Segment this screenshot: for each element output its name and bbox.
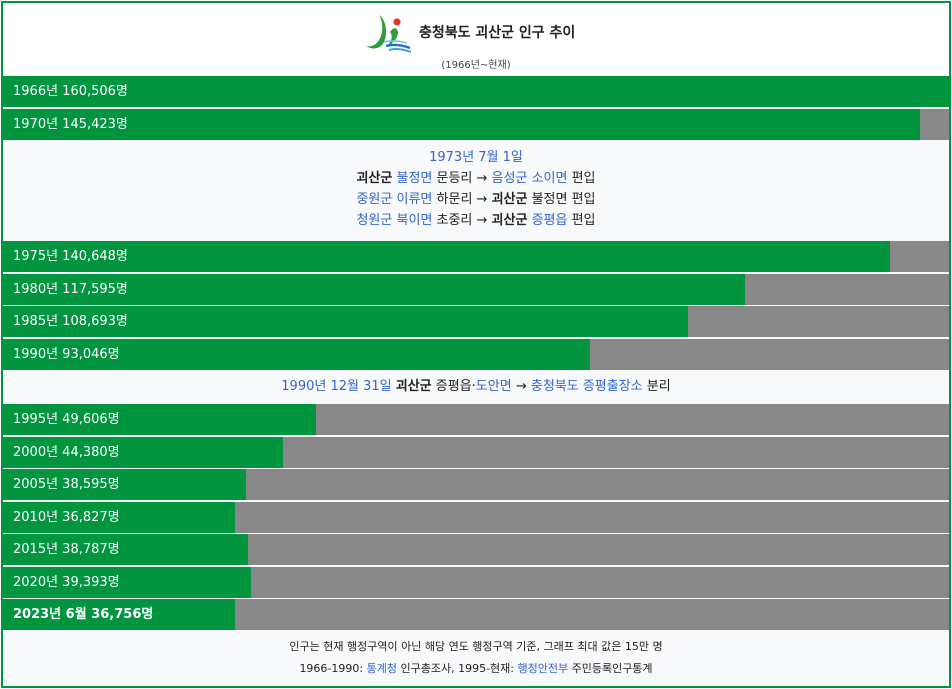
text-run: 초중리 → (432, 213, 492, 228)
population-row: 1985년 108,693명 (3, 306, 949, 337)
wiki-link[interactable]: 중원군 (356, 192, 393, 207)
wiki-link[interactable]: 통계청 (366, 662, 397, 675)
text-run: 1966-1990: (299, 662, 367, 675)
population-row: 2023년 6월 36,756명 (3, 599, 949, 630)
chart-subtitle: (1966년~현재) (441, 60, 511, 71)
text-run: 주민등록인구통계 (568, 662, 653, 675)
emphasis-text: 괴산군 (356, 171, 393, 186)
text-run: 문등리 → (432, 171, 492, 186)
population-row: 1975년 140,648명 (3, 241, 949, 272)
text-run: 편입 (567, 171, 596, 186)
population-bar (3, 274, 745, 305)
goesan-logo-icon (366, 15, 412, 53)
population-label: 1985년 108,693명 (13, 314, 128, 329)
population-bar (3, 241, 891, 272)
population-row: 1966년 160,506명 (3, 76, 949, 107)
chart-footer: 인구는 현재 행정구역이 아닌 해당 연도 행정구역 기준, 그래프 최대 값은… (3, 631, 949, 686)
population-bar (3, 567, 252, 598)
wiki-link[interactable]: 12월 31일 (330, 379, 392, 394)
emphasis-text: 괴산군 (395, 379, 432, 394)
note-1990-boundary-change: 1990년 12월 31일 괴산군 증평읍·도안면 → 충청북도 증평출장소 분… (3, 370, 949, 403)
population-label: 1980년 117,595명 (13, 282, 128, 297)
wiki-link[interactable]: 증평출장소 (582, 379, 643, 394)
population-bar (3, 437, 283, 468)
text-run: 하문리 → (432, 192, 492, 207)
wiki-link[interactable]: 증평읍 (531, 213, 568, 228)
text-run: 증평읍· (431, 379, 476, 394)
population-bar (3, 502, 236, 533)
population-row: 2005년 38,595명 (3, 469, 949, 500)
note-1973-boundary-change: 1973년 7월 1일 괴산군 불정면 문등리 → 음성군 소이면 편입 중원군… (3, 143, 949, 240)
note-1973-line: 중원군 이류면 하문리 → 괴산군 불정면 편입 (3, 189, 949, 210)
footer-sources: 1966-1990: 통계청 인구총조사, 1995-현재: 행정안전부 주민등… (3, 658, 949, 680)
footer-note: 인구는 현재 행정구역이 아닌 해당 연도 행정구역 기준, 그래프 최대 값은… (289, 640, 663, 653)
population-label: 1966년 160,506명 (13, 84, 128, 99)
population-row: 2015년 38,787명 (3, 534, 949, 565)
wiki-link[interactable]: 청원군 (356, 213, 393, 228)
text-run: 분리 (642, 379, 671, 394)
population-row: 2020년 39,393명 (3, 567, 949, 598)
population-row: 2010년 36,827명 (3, 502, 949, 533)
note-1990-line: 1990년 12월 31일 괴산군 증평읍·도안면 → 충청북도 증평출장소 분… (3, 370, 949, 403)
population-bar (3, 404, 316, 435)
wiki-link[interactable]: 1990년 (281, 379, 327, 394)
wiki-link[interactable]: 음성군 (491, 171, 528, 186)
wiki-link[interactable]: 불정면 (396, 171, 433, 186)
population-bar (3, 469, 247, 500)
population-label: 2020년 39,393명 (13, 575, 120, 590)
population-bar (3, 76, 949, 107)
population-bar (3, 306, 689, 337)
emphasis-text: 괴산군 (491, 192, 528, 207)
wiki-link[interactable]: 이류면 (396, 192, 433, 207)
note-1973-date[interactable]: 1973년 7월 1일 (429, 150, 523, 165)
population-label: 2005년 38,595명 (13, 477, 120, 492)
text-run: 편입 (567, 213, 596, 228)
population-bar (3, 534, 248, 565)
chart-header: 충청북도 괴산군 인구 추이 (1966년~현재) (3, 3, 949, 76)
text-run: 불정면 편입 (527, 192, 596, 207)
wiki-link[interactable]: 북이면 (396, 213, 433, 228)
population-label: 2023년 6월 36,756명 (13, 607, 154, 622)
wiki-link[interactable]: 행정안전부 (517, 662, 569, 675)
population-bar (3, 109, 921, 140)
emphasis-text: 괴산군 (491, 213, 528, 228)
population-label: 1975년 140,648명 (13, 249, 128, 264)
text-run: 인구총조사, 1995-현재: (396, 662, 518, 675)
population-bar (3, 599, 235, 630)
population-label: 1995년 49,606명 (13, 412, 120, 427)
note-1973-line: 청원군 북이면 초중리 → 괴산군 증평읍 편입 (3, 210, 949, 231)
population-row: 1980년 117,595명 (3, 274, 949, 305)
population-label: 1990년 93,046명 (13, 347, 120, 362)
wiki-link[interactable]: 충청북도 (530, 379, 579, 394)
population-row: 1995년 49,606명 (3, 404, 949, 435)
population-label: 1970년 145,423명 (13, 117, 128, 132)
population-row: 2000년 44,380명 (3, 437, 949, 468)
wiki-link[interactable]: 도안면 (475, 379, 512, 394)
note-1973-line: 괴산군 불정면 문등리 → 음성군 소이면 편입 (3, 168, 949, 189)
population-row: 1990년 93,046명 (3, 339, 949, 370)
population-row: 1970년 145,423명 (3, 109, 949, 140)
population-label: 2000년 44,380명 (13, 445, 120, 460)
population-label: 2010년 36,827명 (13, 510, 120, 525)
text-run: → (511, 379, 531, 394)
chart-title: 충청북도 괴산군 인구 추이 (419, 25, 576, 41)
population-label: 2015년 38,787명 (13, 542, 120, 557)
population-bar (3, 339, 590, 370)
wiki-link[interactable]: 소이면 (531, 171, 568, 186)
